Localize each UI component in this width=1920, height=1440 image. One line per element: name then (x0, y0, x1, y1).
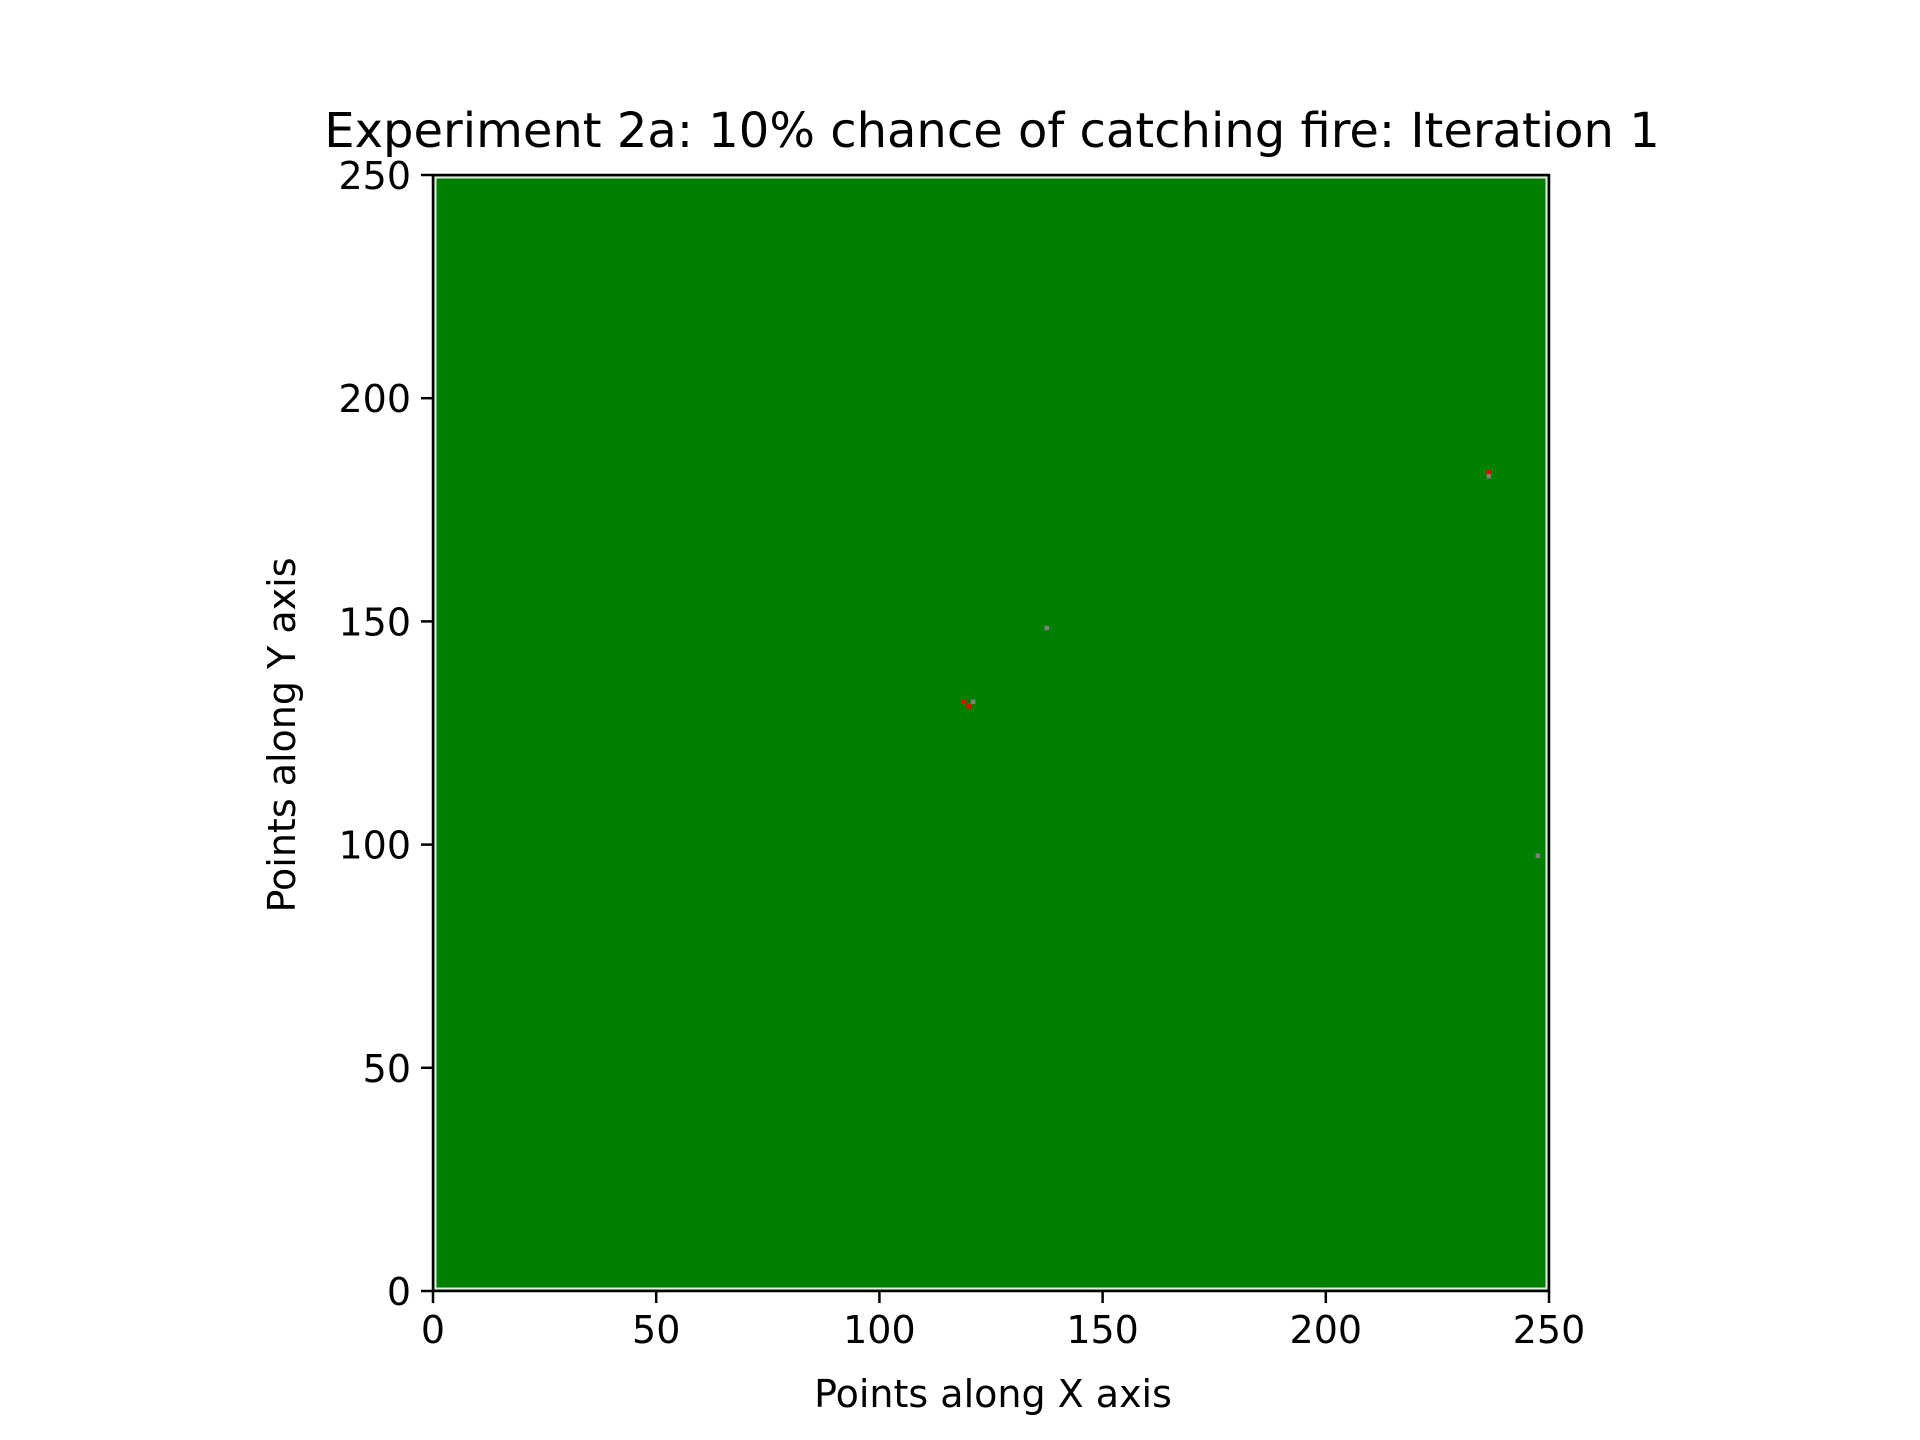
y-tick-label: 250 (338, 154, 411, 198)
x-tick-label: 250 (1513, 1308, 1586, 1352)
x-axis-ticks: 0 50 100 150 200 250 (421, 1291, 1585, 1352)
cell-burnt-3 (1044, 625, 1050, 631)
cell-burnt-2 (970, 699, 976, 704)
x-tick-label: 100 (843, 1308, 916, 1352)
y-axis-label: Points along Y axis (260, 557, 304, 912)
heatmap-background (433, 175, 1549, 1291)
y-tick-label: 150 (338, 600, 411, 644)
x-axis-label: Points along X axis (814, 1372, 1172, 1416)
x-tick-label: 50 (632, 1308, 680, 1352)
y-tick-label: 200 (338, 377, 411, 421)
cell-burnt-5 (1486, 474, 1491, 479)
cell-burning-4 (1486, 469, 1491, 475)
cell-burning-1 (966, 703, 971, 709)
heatmap-cells (961, 469, 1541, 858)
plot-area (431, 173, 1551, 1293)
plot-frame (431, 173, 1551, 1293)
y-tick-label: 0 (387, 1270, 411, 1314)
chart-title: Experiment 2a: 10% chance of catching fi… (324, 103, 1659, 159)
cell-burning-0 (961, 699, 967, 704)
y-axis-ticks: 0 50 100 150 200 250 (338, 154, 433, 1314)
y-tick-label: 100 (338, 824, 411, 868)
heatmap-border (434, 176, 1548, 1290)
x-tick-label: 200 (1290, 1308, 1363, 1352)
x-tick-label: 0 (421, 1308, 445, 1352)
cell-burnt-6 (1535, 853, 1541, 858)
y-tick-label: 50 (363, 1047, 411, 1091)
x-tick-label: 150 (1066, 1308, 1139, 1352)
